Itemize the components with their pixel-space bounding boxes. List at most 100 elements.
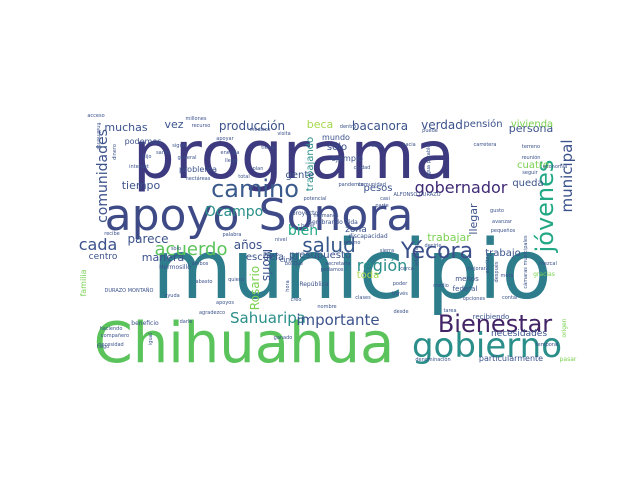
cloud-word: podamos [320, 267, 343, 273]
cloud-word: hago [97, 344, 109, 350]
cloud-word: Sahuaripa [230, 309, 306, 327]
cloud-word: tierra [261, 145, 275, 151]
cloud-word: terreno [522, 144, 540, 150]
cloud-word: reunión [522, 154, 541, 161]
cloud-word: mejorar [466, 266, 487, 272]
cloud-word: total [238, 174, 249, 180]
cloud-word: hacer [301, 223, 316, 229]
cloud-word: ganado [274, 335, 293, 341]
cloud-word: bacanora [352, 119, 408, 133]
cloud-word: Rosario [248, 266, 262, 310]
cloud-word: adelante [414, 244, 420, 266]
cloud-word: decirle [425, 243, 442, 249]
cloud-word: casi [380, 196, 390, 202]
cloud-word: ayuda [164, 293, 179, 299]
cloud-word: beneficio [131, 320, 159, 327]
cloud-word: recibe [104, 231, 119, 237]
cloud-word: ALFONSO DURAZO [393, 192, 440, 198]
cloud-word: mezcal [539, 261, 557, 267]
cloud-word: agua potable [426, 145, 432, 178]
cloud-word: opciones [463, 296, 486, 302]
cloud-word: gobernador [415, 178, 508, 197]
cloud-word: seguir [522, 170, 538, 176]
cloud-word: sierra [380, 248, 394, 254]
cloud-word: contar [502, 295, 519, 301]
cloud-word: años [234, 238, 263, 252]
cloud-word: salud [302, 233, 356, 257]
cloud-word: pandemia [339, 182, 364, 188]
cloud-word: Banco [263, 252, 278, 258]
cloud-word: clases [355, 295, 371, 301]
cloud-word: origen [561, 318, 568, 337]
cloud-word: vivienda [511, 119, 553, 130]
cloud-word: poder [393, 281, 408, 287]
cloud-word: pensión [463, 118, 502, 130]
cloud-word: recurso [192, 123, 211, 129]
cloud-word: hijo [142, 154, 151, 160]
cloud-word: escrito [485, 257, 491, 274]
cloud-word: pequeños [491, 228, 516, 234]
cloud-word: acuerdo [155, 239, 228, 260]
cloud-word: llegar [467, 203, 480, 235]
cloud-word: muchas [104, 121, 147, 134]
cloud-word: pesos [363, 183, 392, 194]
cloud-word: avanzar [492, 219, 513, 225]
cloud-word: centro [89, 252, 118, 262]
cloud-word: tarea [443, 308, 456, 314]
cloud-word: Hermosillo [159, 264, 191, 271]
cloud-word: plan [253, 166, 264, 172]
cloud-word: toda [357, 270, 380, 281]
cloud-word: parte [375, 203, 388, 209]
cloud-word: DURAZO MONTAÑO [105, 287, 154, 294]
cloud-word: ambos [192, 261, 209, 267]
cloud-word: Sonora [259, 190, 414, 241]
cloud-word: necesidades [491, 329, 547, 339]
cloud-word: gobierno [412, 326, 562, 366]
cloud-word: Chihuahua [94, 311, 395, 376]
cloud-word: haciendo [100, 326, 123, 332]
cloud-word: mismo [344, 240, 361, 246]
cloud-word: recibiendo [473, 313, 510, 321]
cloud-word: acceso [87, 113, 104, 119]
cloud-word: trabajar [427, 231, 471, 244]
cloud-word: familia [79, 269, 88, 296]
cloud-word: importante [296, 311, 379, 329]
cloud-word: gracias [533, 271, 555, 278]
cloud-word: comunidades [95, 129, 111, 223]
cloud-word: verdad [421, 118, 463, 132]
cloud-word: trabajo [485, 248, 521, 259]
cloud-word: región [357, 256, 408, 275]
cloud-word: cerca [400, 266, 414, 272]
cloud-word: hectáreas [186, 175, 211, 182]
cloud-word: presupuesto [289, 250, 351, 261]
cloud-word: cada [79, 235, 118, 254]
cloud-word: sólo [327, 141, 347, 153]
cloud-word: particularmente [479, 354, 543, 363]
cloud-word: cinco [280, 256, 298, 264]
cloud-word: igual [148, 333, 154, 345]
cloud-word: sigue [172, 143, 185, 149]
cloud-word: santo [156, 150, 170, 156]
cloud-word: podemos [125, 137, 162, 146]
cloud-word: después [493, 261, 500, 282]
cloud-word: finalmente [95, 123, 101, 150]
cloud-word: bosque [285, 261, 303, 267]
cloud-word: vez [164, 118, 183, 131]
cloud-word: programa [133, 117, 455, 194]
cloud-word: médicos [250, 126, 271, 133]
cloud-word: meta [501, 273, 514, 279]
cloud-word: través [392, 290, 408, 297]
cloud-word: carretera [474, 142, 497, 148]
cloud-word: llega [225, 158, 237, 164]
cloud-word: internet [129, 164, 149, 170]
cloud-word: municipal [558, 139, 576, 212]
cloud-word: hermanos [314, 213, 339, 219]
cloud-word: general [177, 155, 196, 161]
cloud-word: beca [307, 118, 334, 131]
cloud-word: cámaras municipales [522, 235, 529, 289]
cloud-word: dinero [112, 144, 118, 160]
cloud-word: Bienestar [438, 310, 552, 338]
cloud-word: gusto [490, 208, 504, 214]
cloud-word: compañero [101, 333, 129, 339]
